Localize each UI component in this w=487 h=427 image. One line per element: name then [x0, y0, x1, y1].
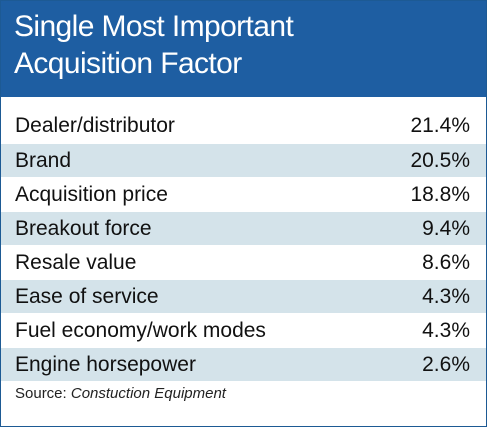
factor-percentage: 21.4%	[410, 114, 470, 137]
factor-label: Ease of service	[15, 285, 159, 308]
source-prefix: Source:	[15, 385, 67, 402]
factor-percentage: 8.6%	[422, 251, 470, 274]
factor-percentage: 2.6%	[422, 353, 470, 376]
factor-label: Brand	[15, 149, 72, 172]
factor-label: Acquisition price	[15, 183, 168, 206]
factor-percentage: 9.4%	[422, 217, 470, 240]
factor-label: Dealer/distributor	[15, 114, 175, 137]
table-title-line-1: Single Most Important	[14, 10, 294, 43]
factor-percentage: 20.5%	[410, 149, 470, 172]
factor-label: Resale value	[15, 251, 137, 274]
table-row: Resale value 8.6%	[1, 245, 486, 279]
table-row: Dealer/distributor 21.4%	[1, 109, 486, 143]
table-row: Engine horsepower 2.6%	[1, 347, 486, 381]
table-header: Single Most Important Acquisition Factor	[1, 1, 486, 97]
factor-label: Breakout force	[15, 217, 152, 240]
factor-percentage: 4.3%	[422, 319, 470, 342]
table-row: Acquisition price 18.8%	[1, 177, 486, 211]
table-title-line-2: Acquisition Factor	[14, 47, 242, 80]
table-row: Fuel economy/work modes 4.3%	[1, 313, 486, 347]
factor-rows: Dealer/distributor 21.4% Brand 20.5% Acquisi…	[1, 109, 486, 381]
factor-label: Fuel economy/work modes	[15, 319, 266, 342]
factor-percentage: 4.3%	[422, 285, 470, 308]
factor-percentage: 18.8%	[410, 183, 470, 206]
source-note: Source: Constuction Equipment	[15, 385, 226, 402]
factor-label: Engine horsepower	[15, 353, 196, 376]
source-publication: Constuction Equipment	[70, 385, 226, 402]
table-row: Breakout force 9.4%	[1, 211, 486, 245]
table-row: Ease of service 4.3%	[1, 279, 486, 313]
table-row: Brand 20.5%	[1, 143, 486, 177]
